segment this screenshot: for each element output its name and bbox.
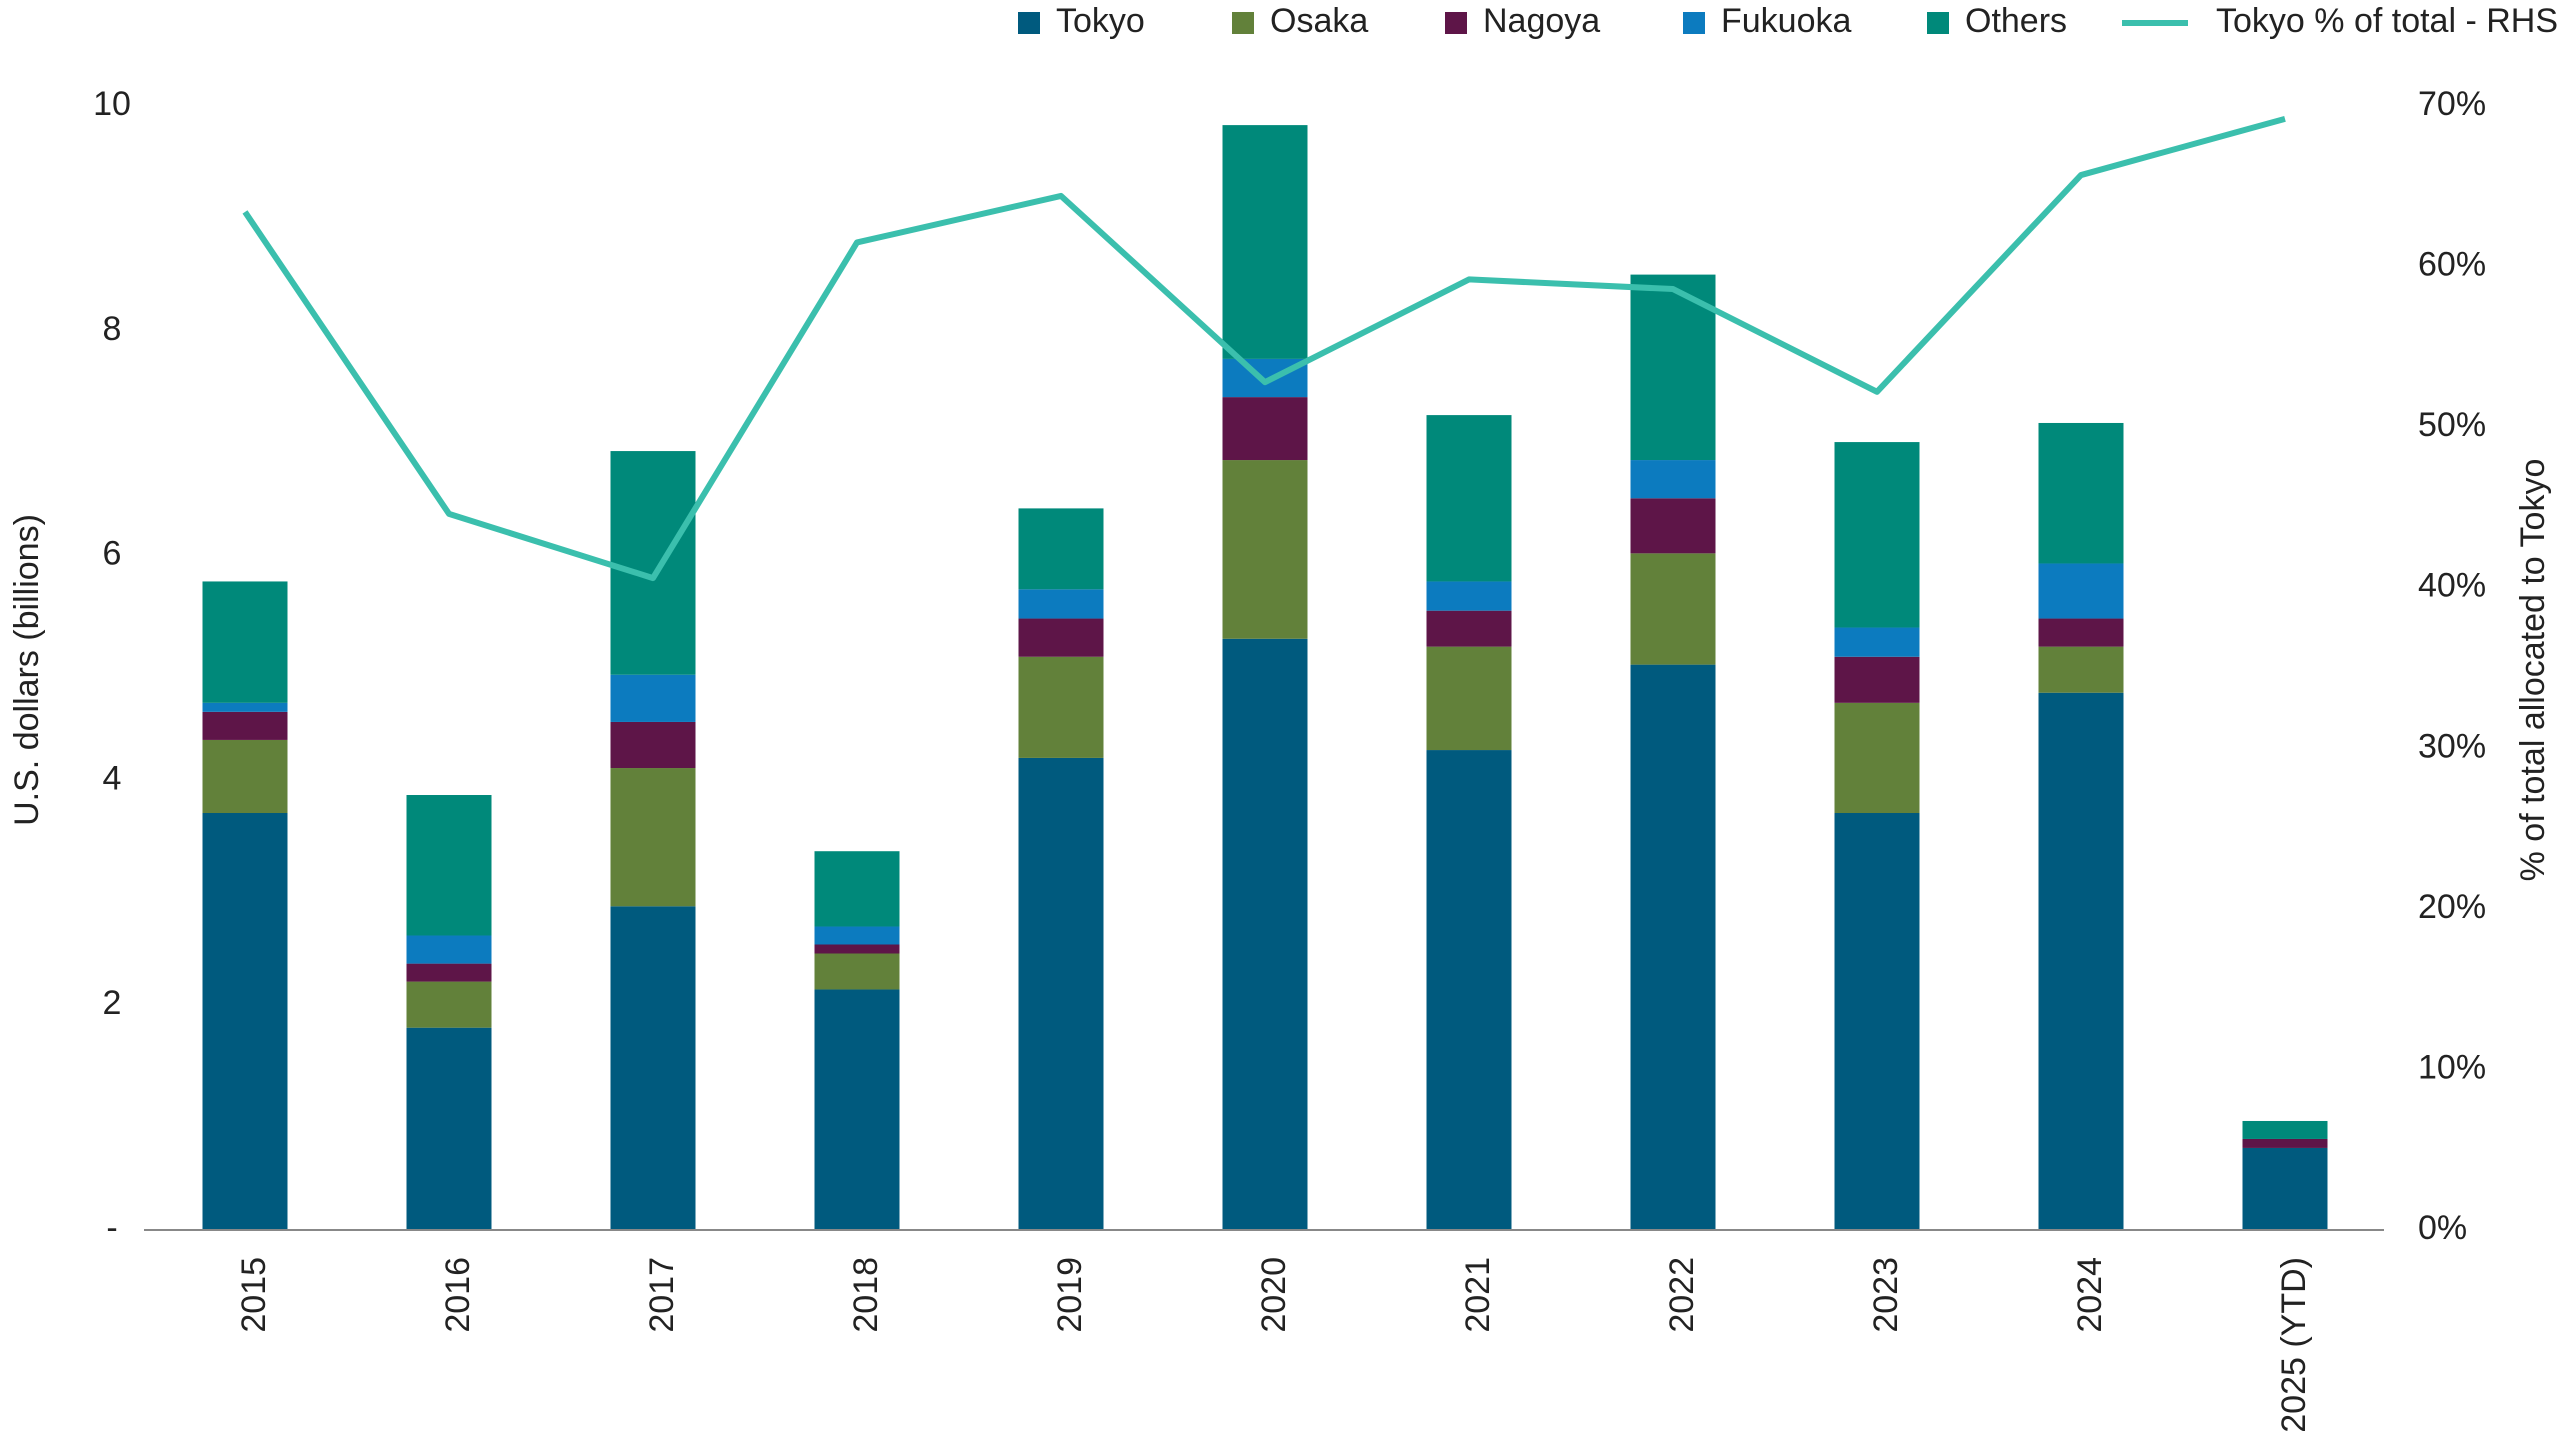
bar-segment <box>202 812 288 1230</box>
bar-segment <box>2242 1147 2328 1230</box>
bar-segment <box>814 944 900 954</box>
bar-segment <box>1018 618 1104 657</box>
x-tick-label: 2022 <box>1663 1257 1701 1333</box>
bar-segment <box>610 451 696 675</box>
y-tick-label: - <box>106 1209 117 1247</box>
bar-segment <box>2038 692 2124 1230</box>
bar-segment <box>1222 397 1308 461</box>
x-tick-label: 2024 <box>2071 1257 2109 1333</box>
bar-segment <box>1222 125 1308 359</box>
bar-segment <box>2242 1120 2328 1139</box>
bar-segment <box>202 702 288 712</box>
x-tick-label: 2016 <box>439 1257 477 1333</box>
y2-axis-title: % of total allocated to Tokyo <box>2514 459 2552 882</box>
y-tick-label: 2 <box>103 984 122 1022</box>
bar-segment <box>202 581 288 703</box>
bar-segment <box>610 768 696 907</box>
bar-segment <box>1018 589 1104 619</box>
bar-segment <box>1426 415 1512 582</box>
bar-segment <box>1426 750 1512 1230</box>
bar-segment <box>814 851 900 927</box>
legend-label: Tokyo % of total - RHS <box>2216 2 2558 40</box>
bar-segment <box>2038 422 2124 564</box>
y2-tick-label: 30% <box>2418 727 2486 765</box>
bar-segment <box>1018 757 1104 1230</box>
bar-segment <box>202 711 288 740</box>
y2-tick-label: 70% <box>2418 85 2486 123</box>
bar-segment <box>814 926 900 945</box>
x-tick-label: 2021 <box>1459 1257 1497 1333</box>
y2-tick-label: 40% <box>2418 567 2486 605</box>
x-tick-label: 2025 (YTD) <box>2275 1257 2313 1433</box>
legend-label: Tokyo <box>1056 2 1145 40</box>
bar-segment <box>1426 581 1512 611</box>
bar-segment <box>1426 646 1512 751</box>
bar-segment <box>1018 656 1104 758</box>
x-tick-label: 2017 <box>643 1257 681 1333</box>
y2-tick-label: 20% <box>2418 888 2486 926</box>
x-tick-label: 2020 <box>1255 1257 1293 1333</box>
legend-label: Nagoya <box>1483 2 1600 40</box>
legend-swatch <box>1927 12 1949 34</box>
legend-label: Fukuoka <box>1721 2 1851 40</box>
y2-tick-label: 0% <box>2418 1209 2467 1247</box>
bar-segment <box>2038 563 2124 619</box>
bar-segment <box>2038 618 2124 647</box>
bar-segment <box>1222 638 1308 1230</box>
bar-segment <box>1630 460 1716 499</box>
bar-segment <box>1222 460 1308 639</box>
y2-tick-label: 60% <box>2418 246 2486 284</box>
y2-tick-label: 50% <box>2418 406 2486 444</box>
bar-segment <box>1018 508 1104 590</box>
bar-segment <box>814 989 900 1230</box>
legend-swatch <box>1445 12 1467 34</box>
y-tick-label: 8 <box>103 310 122 348</box>
bar-segment <box>406 795 492 936</box>
legend-swatch <box>1232 12 1254 34</box>
bar-segment <box>814 953 900 990</box>
bar-segment <box>2242 1138 2328 1148</box>
bar-segment <box>406 963 492 982</box>
bar-segment <box>1426 610 1512 647</box>
y-tick-label: 4 <box>103 759 122 797</box>
y-tick-label: 6 <box>103 535 122 573</box>
bar-segment <box>1834 656 1920 703</box>
y-tick-label: 10 <box>93 85 131 123</box>
line-series <box>242 115 2286 582</box>
legend-label: Others <box>1965 2 2067 40</box>
bar-segment <box>1834 442 1920 628</box>
bar-segment <box>610 721 696 769</box>
legend-label: Osaka <box>1270 2 1368 40</box>
x-tick-label: 2019 <box>1051 1257 1089 1333</box>
x-tick-label: 2023 <box>1867 1257 1905 1333</box>
x-tick-label: 2015 <box>235 1257 273 1333</box>
bar-segment <box>1630 498 1716 554</box>
bar-segment <box>1834 627 1920 657</box>
bar-segment <box>1630 664 1716 1230</box>
y-axis-title: U.S. dollars (billions) <box>8 514 46 826</box>
legend-swatch <box>1683 12 1705 34</box>
bar-segment <box>1834 812 1920 1230</box>
bar-segment <box>406 935 492 964</box>
bar-segment <box>2038 646 2124 693</box>
bar-segment <box>1630 553 1716 665</box>
bar-segment <box>610 906 696 1230</box>
y2-tick-label: 10% <box>2418 1048 2486 1086</box>
bar-segment <box>1834 702 1920 813</box>
bar-segment <box>610 674 696 722</box>
bar-segment <box>202 739 288 813</box>
legend-swatch <box>1018 12 1040 34</box>
bar-segment <box>406 981 492 1028</box>
x-tick-label: 2018 <box>847 1257 885 1333</box>
bar-segment <box>406 1027 492 1230</box>
